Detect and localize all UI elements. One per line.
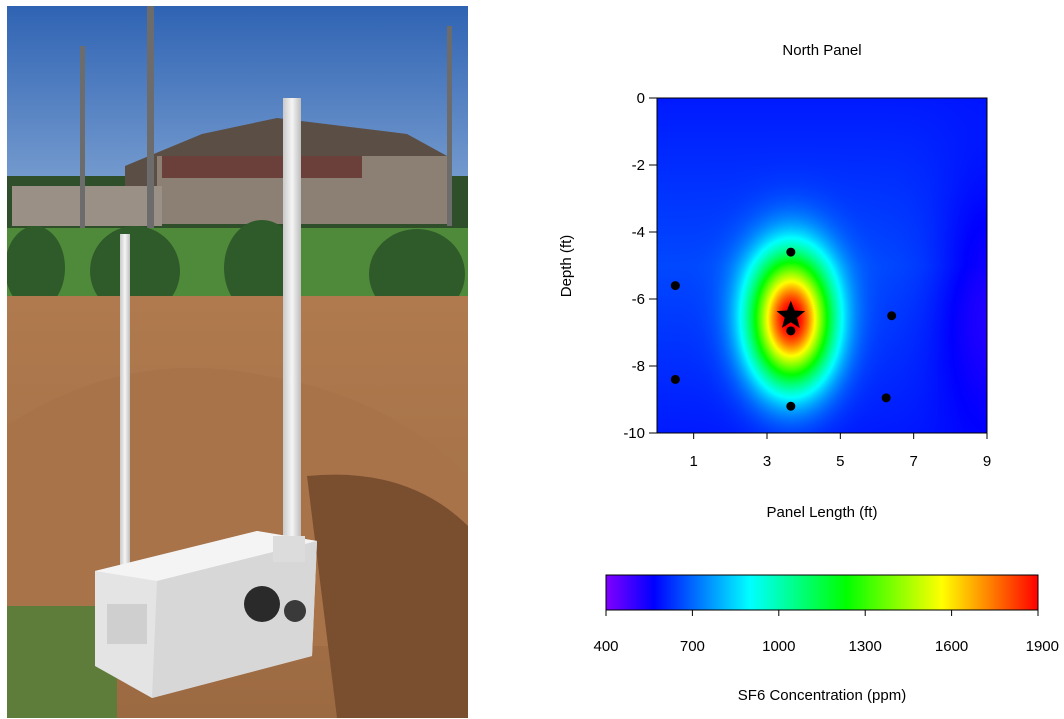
source-star-marker (776, 300, 806, 328)
photo-tree (7, 226, 65, 310)
sample-point (670, 281, 680, 291)
colorbar-tick-label: 1000 (762, 638, 795, 655)
y-tick-label: -6 (632, 291, 645, 308)
sample-point (786, 247, 796, 257)
sample-point (786, 326, 796, 336)
x-axis-label: Panel Length (ft) (767, 504, 878, 521)
x-axis-ticks: 1 3 5 7 9 (689, 433, 991, 470)
colorbar-ticks: 400 700 1000 1300 1600 1900 (593, 610, 1059, 655)
photo-light-pole-right (447, 26, 452, 226)
x-tick-label: 3 (763, 453, 771, 470)
photo-light-pole-center (147, 6, 154, 231)
colorbar-tick-label: 1300 (849, 638, 882, 655)
x-tick-label: 9 (983, 453, 991, 470)
y-tick-label: -10 (623, 425, 645, 442)
y-axis-ticks: 0 -2 -4 -6 -8 -10 (623, 90, 657, 442)
photo-dirt-shadow (307, 474, 468, 718)
photo-tall-pipe (283, 98, 301, 543)
heatmap-field (657, 98, 987, 433)
heatmap (656, 97, 988, 434)
y-tick-label: -8 (632, 358, 645, 375)
sample-point (670, 374, 680, 384)
colorbar-label: SF6 Concentration (ppm) (738, 687, 906, 704)
colorbar-tick-label: 400 (593, 638, 618, 655)
chart-title: North Panel (782, 42, 861, 59)
y-tick-label: -2 (632, 157, 645, 174)
photo-sampler-box (95, 531, 317, 698)
sample-point (786, 401, 796, 411)
sample-points (670, 247, 897, 411)
y-axis-label: Depth (ft) (558, 235, 575, 298)
y-tick-label: 0 (637, 90, 645, 107)
colorbar-tick-label: 700 (680, 638, 705, 655)
site-photo (7, 6, 468, 718)
photo-tree (90, 226, 180, 316)
sample-point (881, 393, 891, 403)
colorbar-gradient (605, 574, 1039, 611)
colorbar-tick-label: 1900 (1026, 638, 1059, 655)
x-tick-label: 1 (689, 453, 697, 470)
x-tick-label: 5 (836, 453, 844, 470)
colorbar-tick-label: 1600 (935, 638, 968, 655)
y-tick-label: -4 (632, 224, 645, 241)
photo-tree (224, 220, 300, 316)
colorbar (605, 574, 1039, 611)
photo-short-pipe (120, 234, 130, 629)
x-tick-label: 7 (909, 453, 917, 470)
plot-frame (656, 97, 988, 434)
sample-point (887, 311, 897, 321)
photo-light-pole-left (80, 46, 85, 236)
